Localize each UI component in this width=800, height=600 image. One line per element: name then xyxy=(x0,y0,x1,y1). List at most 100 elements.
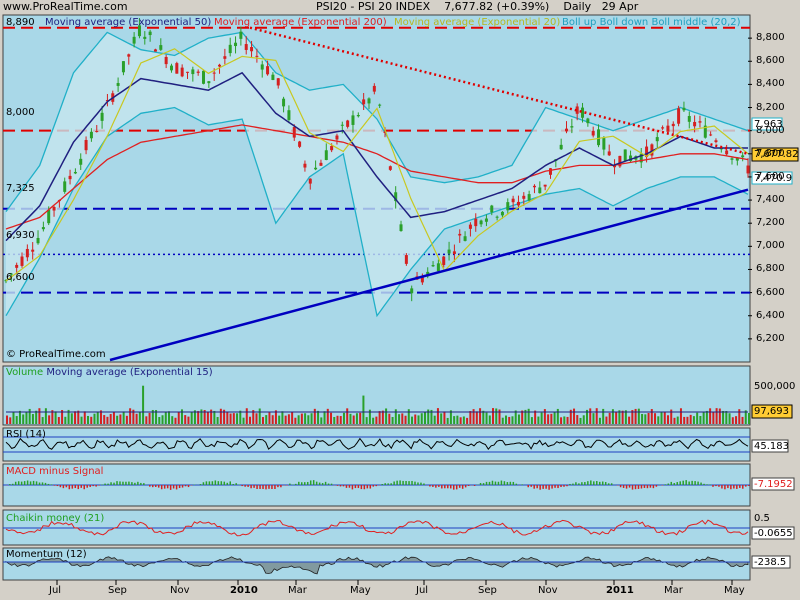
candle-body xyxy=(31,249,35,252)
volume-bar xyxy=(304,413,307,424)
macd-bar xyxy=(691,480,693,485)
macd-bar xyxy=(265,485,267,490)
candle-body xyxy=(447,249,451,254)
macd-bar xyxy=(664,484,667,485)
macd-bar xyxy=(730,485,732,490)
macd-bar xyxy=(20,481,23,485)
macd-bar xyxy=(390,483,392,485)
macd-bar xyxy=(53,485,56,486)
volume-bar xyxy=(307,415,310,424)
candle-body xyxy=(185,71,189,73)
volume-bar xyxy=(190,411,193,424)
volume-bar xyxy=(265,415,268,424)
macd-bar xyxy=(271,485,273,490)
macd-bar xyxy=(628,485,631,488)
volume-bar xyxy=(608,412,611,424)
x-tick-label: May xyxy=(724,585,745,596)
volume-bar xyxy=(174,417,177,424)
candle-body xyxy=(100,112,104,121)
volume-bar xyxy=(679,408,682,424)
macd-bar xyxy=(441,485,443,489)
volume-bar xyxy=(624,410,627,424)
volume-bar xyxy=(372,417,375,424)
macd-bar xyxy=(411,480,413,485)
x-tick-label: 2011 xyxy=(606,585,634,596)
legend-bollinger: Boll up Boll down Boll middle (20,2) xyxy=(562,17,741,28)
volume-bar xyxy=(615,411,618,424)
macd-bar xyxy=(11,483,14,485)
macd-bar xyxy=(71,485,74,489)
volume-bar xyxy=(618,410,621,424)
macd-bar xyxy=(80,485,82,488)
volume-bar xyxy=(563,416,566,424)
volume-bar xyxy=(158,417,161,424)
candle-body xyxy=(677,108,681,124)
macd-bar xyxy=(596,481,598,485)
macd-bar xyxy=(214,480,217,485)
volume-bar xyxy=(595,408,598,424)
macd-bar xyxy=(748,485,750,486)
volume-bar xyxy=(475,411,478,424)
macd-bar xyxy=(181,485,184,488)
x-axis xyxy=(56,580,733,585)
volume-bar xyxy=(22,414,25,424)
macd-bar xyxy=(44,482,47,485)
candle-body xyxy=(474,218,478,227)
level-label-8000: 8,000 xyxy=(6,107,35,118)
macd-bar xyxy=(655,485,658,487)
macd-bar xyxy=(417,482,419,485)
macd-bar xyxy=(545,485,547,489)
macd-bar xyxy=(393,481,395,485)
macd-bar xyxy=(572,483,574,485)
macd-bar xyxy=(682,480,684,485)
macd-bar xyxy=(566,485,568,487)
volume-bar xyxy=(485,412,488,424)
macd-bar xyxy=(581,482,583,485)
candle-body xyxy=(714,140,718,143)
volume-bar xyxy=(585,409,588,424)
tag-ema200-text: 7,963 xyxy=(754,119,783,130)
macd-label: MACD minus Signal xyxy=(6,466,104,477)
macd-bar xyxy=(500,480,503,485)
volume-bar xyxy=(433,415,436,424)
candle-body xyxy=(511,198,515,203)
macd-bar xyxy=(399,480,401,485)
macd-bar xyxy=(488,481,491,485)
candle-body xyxy=(607,151,611,156)
boll-down-line xyxy=(5,106,749,318)
macd-bar xyxy=(715,485,717,487)
macd-bar xyxy=(673,483,676,485)
y-tick-label: 6,200 xyxy=(756,332,785,344)
candle-body xyxy=(484,218,488,222)
macd-bar xyxy=(286,485,288,486)
macd-bar xyxy=(643,485,646,488)
volume-bar xyxy=(61,410,64,424)
macd-bar xyxy=(351,485,354,490)
macd-bar xyxy=(256,485,258,489)
macd-bar xyxy=(432,485,434,487)
boll-up-line xyxy=(5,31,749,212)
macd-bar xyxy=(140,482,142,485)
candle-body xyxy=(330,146,334,151)
volume-bar xyxy=(83,411,86,424)
candle-body xyxy=(105,100,109,102)
candle-body xyxy=(543,184,547,187)
volume-bar xyxy=(155,410,158,424)
resistance-trendline xyxy=(249,26,749,156)
volume-bar xyxy=(226,411,229,424)
volume-bar xyxy=(93,413,96,424)
volume-bar xyxy=(119,414,122,424)
tag-momentum xyxy=(751,555,791,569)
volume-bar xyxy=(388,413,391,424)
volume-bar xyxy=(573,408,576,424)
y-tick-label: 8,400 xyxy=(756,78,785,90)
macd-bar xyxy=(86,485,88,488)
tag-price-text: 7,677.82 xyxy=(754,149,799,160)
chart-title: PSI20 - PSI 20 INDEX 7,677.82 (+0.39%) D… xyxy=(316,1,638,12)
volume-bar xyxy=(103,415,106,424)
volume-bar xyxy=(423,412,426,424)
volume-bar xyxy=(657,416,660,424)
y-tick-label: 6,800 xyxy=(756,263,785,275)
volume-bar xyxy=(430,409,433,424)
volume-bar xyxy=(414,414,417,424)
